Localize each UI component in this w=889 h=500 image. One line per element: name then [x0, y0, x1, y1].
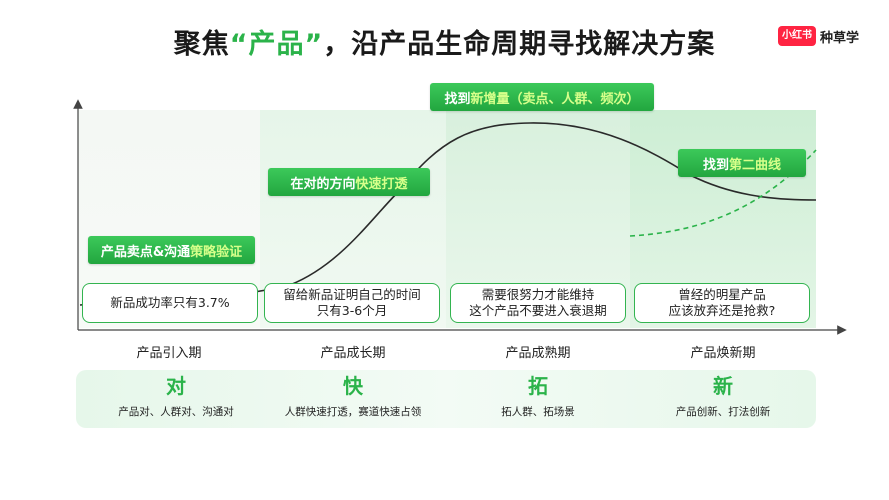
strategy-keyword: 拓: [528, 374, 548, 398]
note-renew: 曾经的明星产品 应该放弃还是抢救?: [634, 283, 810, 323]
note-growth: 留给新品证明自己的时间 只有3-6个月: [264, 283, 440, 323]
title-highlight: “产品”: [229, 29, 324, 60]
phase-label-renew: 产品焕新期: [690, 346, 756, 361]
pill-renew: 找到 第二曲线: [678, 149, 806, 177]
strategy-keyword: 快: [343, 374, 363, 398]
strategy-desc: 产品对、人群对、沟通对: [118, 406, 234, 418]
strategy-intro: 对 产品对、人群对、沟通对: [76, 370, 276, 428]
brand-logo: 小红书 种草学: [778, 25, 859, 47]
note-intro: 新品成功率只有3.7%: [82, 283, 258, 323]
strategy-renew: 新 产品创新、打法创新: [630, 370, 816, 428]
xiaohongshu-logo: 小红书: [778, 26, 816, 46]
phase-label-growth: 产品成长期: [320, 346, 386, 361]
phase-label-mature: 产品成熟期: [505, 346, 571, 361]
strategy-desc: 拓人群、拓场景: [501, 406, 575, 418]
strategy-keyword: 对: [166, 374, 186, 398]
pill-mature: 找到 新增量（卖点、人群、频次）: [430, 83, 654, 111]
pill-intro: 产品卖点&沟通 策略验证: [88, 236, 255, 264]
strategy-desc: 人群快速打透，赛道快速占领: [284, 406, 422, 418]
strategy-growth: 快 人群快速打透，赛道快速占领: [260, 370, 446, 428]
pill-growth: 在对的方向 快速打透: [268, 168, 430, 196]
phase-label-intro: 产品引入期: [136, 346, 202, 361]
page-title: 聚焦“产品”，沿产品生命周期寻找解决方案: [173, 29, 716, 60]
strategy-mature: 拓 拓人群、拓场景: [446, 370, 630, 428]
note-mature: 需要很努力才能维持 这个产品不要进入衰退期: [450, 283, 626, 323]
strategy-panel: 对 产品对、人群对、沟通对 快 人群快速打透，赛道快速占领 拓 拓人群、拓场景 …: [76, 370, 816, 428]
brand-text: 种草学: [820, 30, 860, 46]
strategy-keyword: 新: [713, 374, 733, 398]
strategy-desc: 产品创新、打法创新: [675, 406, 771, 418]
